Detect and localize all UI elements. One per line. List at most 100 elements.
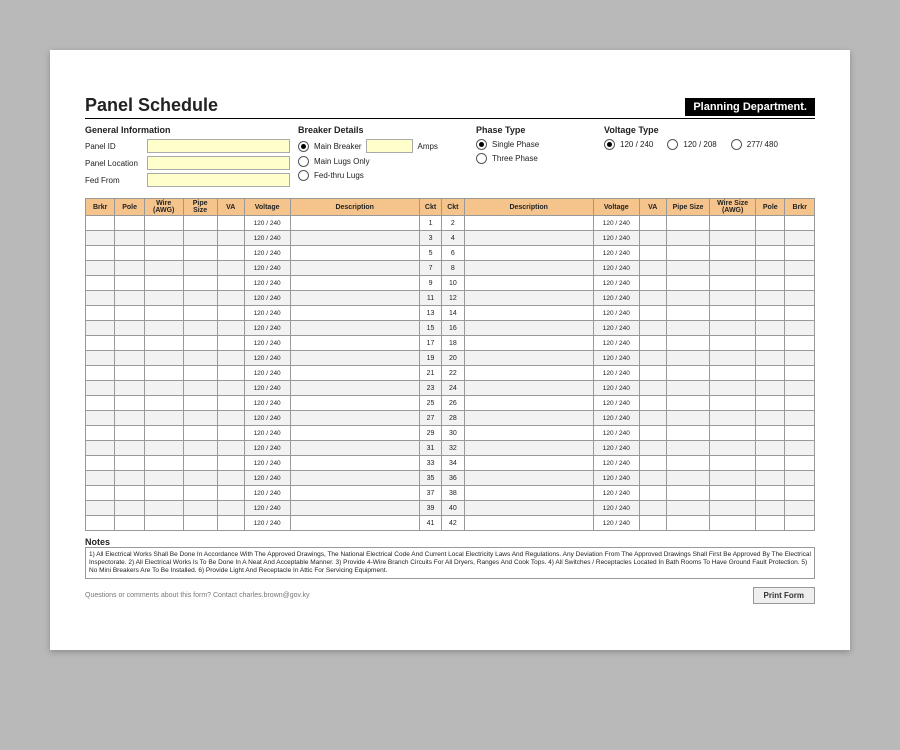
empty-cell[interactable] <box>464 396 593 411</box>
empty-cell[interactable] <box>710 291 756 306</box>
empty-cell[interactable] <box>115 336 144 351</box>
empty-cell[interactable] <box>290 321 419 336</box>
empty-cell[interactable] <box>464 411 593 426</box>
main-breaker-amps-input[interactable] <box>366 139 413 153</box>
empty-cell[interactable] <box>666 261 710 276</box>
empty-cell[interactable] <box>710 216 756 231</box>
empty-cell[interactable] <box>666 351 710 366</box>
empty-cell[interactable] <box>217 501 244 516</box>
empty-cell[interactable] <box>710 456 756 471</box>
empty-cell[interactable] <box>217 426 244 441</box>
empty-cell[interactable] <box>464 231 593 246</box>
empty-cell[interactable] <box>183 516 217 531</box>
empty-cell[interactable] <box>639 216 666 231</box>
empty-cell[interactable] <box>86 261 115 276</box>
empty-cell[interactable] <box>290 231 419 246</box>
empty-cell[interactable] <box>639 486 666 501</box>
panel-location-input[interactable] <box>147 156 290 170</box>
empty-cell[interactable] <box>785 336 815 351</box>
empty-cell[interactable] <box>464 261 593 276</box>
empty-cell[interactable] <box>183 426 217 441</box>
empty-cell[interactable] <box>756 501 785 516</box>
empty-cell[interactable] <box>115 351 144 366</box>
panel-id-input[interactable] <box>147 139 290 153</box>
empty-cell[interactable] <box>115 396 144 411</box>
empty-cell[interactable] <box>639 366 666 381</box>
empty-cell[interactable] <box>86 276 115 291</box>
empty-cell[interactable] <box>217 276 244 291</box>
empty-cell[interactable] <box>115 441 144 456</box>
empty-cell[interactable] <box>710 516 756 531</box>
empty-cell[interactable] <box>756 351 785 366</box>
empty-cell[interactable] <box>666 276 710 291</box>
empty-cell[interactable] <box>217 216 244 231</box>
empty-cell[interactable] <box>144 411 183 426</box>
empty-cell[interactable] <box>144 366 183 381</box>
empty-cell[interactable] <box>115 291 144 306</box>
empty-cell[interactable] <box>666 381 710 396</box>
empty-cell[interactable] <box>756 261 785 276</box>
voltage-radio-0[interactable] <box>604 139 615 150</box>
empty-cell[interactable] <box>464 246 593 261</box>
empty-cell[interactable] <box>86 231 115 246</box>
empty-cell[interactable] <box>785 216 815 231</box>
empty-cell[interactable] <box>785 501 815 516</box>
empty-cell[interactable] <box>217 411 244 426</box>
empty-cell[interactable] <box>666 501 710 516</box>
empty-cell[interactable] <box>115 411 144 426</box>
empty-cell[interactable] <box>86 246 115 261</box>
empty-cell[interactable] <box>183 231 217 246</box>
empty-cell[interactable] <box>86 411 115 426</box>
empty-cell[interactable] <box>710 396 756 411</box>
empty-cell[interactable] <box>183 471 217 486</box>
empty-cell[interactable] <box>86 351 115 366</box>
empty-cell[interactable] <box>86 426 115 441</box>
empty-cell[interactable] <box>756 246 785 261</box>
empty-cell[interactable] <box>115 276 144 291</box>
empty-cell[interactable] <box>217 381 244 396</box>
empty-cell[interactable] <box>86 381 115 396</box>
empty-cell[interactable] <box>710 321 756 336</box>
empty-cell[interactable] <box>183 411 217 426</box>
empty-cell[interactable] <box>183 396 217 411</box>
empty-cell[interactable] <box>183 441 217 456</box>
empty-cell[interactable] <box>666 456 710 471</box>
empty-cell[interactable] <box>144 501 183 516</box>
empty-cell[interactable] <box>464 336 593 351</box>
empty-cell[interactable] <box>785 291 815 306</box>
empty-cell[interactable] <box>785 276 815 291</box>
empty-cell[interactable] <box>785 441 815 456</box>
empty-cell[interactable] <box>115 261 144 276</box>
empty-cell[interactable] <box>464 366 593 381</box>
voltage-radio-2[interactable] <box>731 139 742 150</box>
empty-cell[interactable] <box>785 516 815 531</box>
empty-cell[interactable] <box>86 366 115 381</box>
empty-cell[interactable] <box>756 396 785 411</box>
empty-cell[interactable] <box>785 456 815 471</box>
empty-cell[interactable] <box>639 396 666 411</box>
empty-cell[interactable] <box>464 276 593 291</box>
empty-cell[interactable] <box>86 516 115 531</box>
empty-cell[interactable] <box>217 486 244 501</box>
empty-cell[interactable] <box>785 396 815 411</box>
empty-cell[interactable] <box>115 366 144 381</box>
empty-cell[interactable] <box>756 411 785 426</box>
empty-cell[interactable] <box>115 306 144 321</box>
empty-cell[interactable] <box>183 381 217 396</box>
empty-cell[interactable] <box>115 456 144 471</box>
empty-cell[interactable] <box>710 336 756 351</box>
empty-cell[interactable] <box>144 426 183 441</box>
empty-cell[interactable] <box>666 396 710 411</box>
empty-cell[interactable] <box>756 516 785 531</box>
breaker-radio-0[interactable] <box>298 141 309 152</box>
empty-cell[interactable] <box>290 396 419 411</box>
empty-cell[interactable] <box>756 276 785 291</box>
empty-cell[interactable] <box>290 501 419 516</box>
empty-cell[interactable] <box>144 471 183 486</box>
phase-radio-0[interactable] <box>476 139 487 150</box>
empty-cell[interactable] <box>639 336 666 351</box>
empty-cell[interactable] <box>710 261 756 276</box>
empty-cell[interactable] <box>710 426 756 441</box>
empty-cell[interactable] <box>639 321 666 336</box>
empty-cell[interactable] <box>290 486 419 501</box>
